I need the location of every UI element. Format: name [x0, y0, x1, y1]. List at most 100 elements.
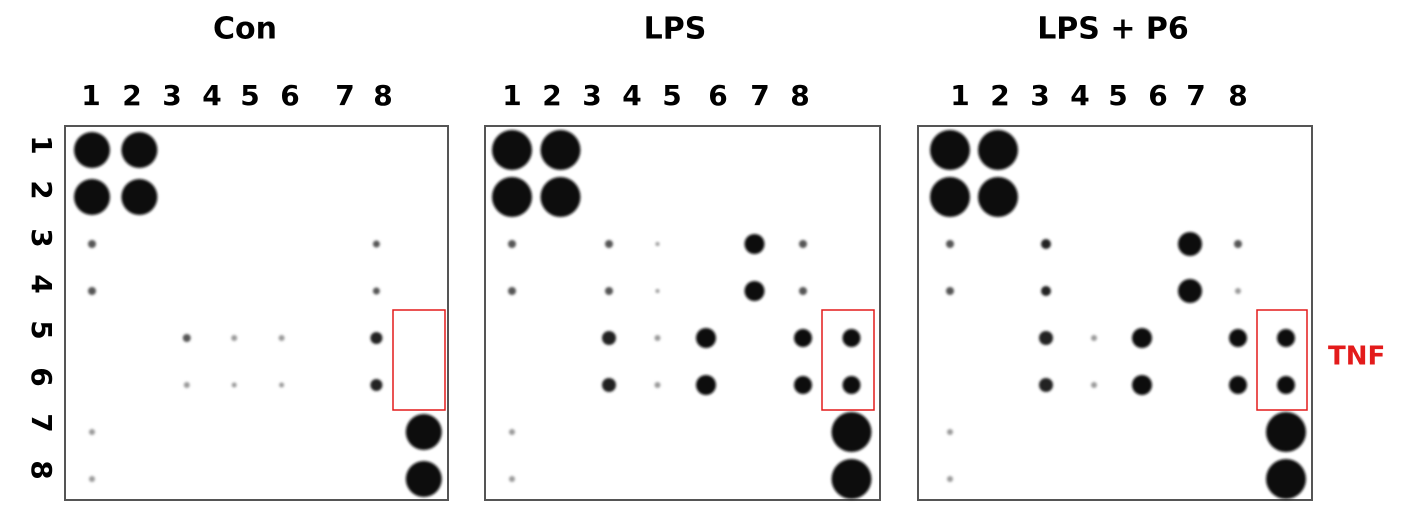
spot	[1277, 376, 1295, 394]
spot	[492, 130, 532, 170]
column-label: 3	[162, 79, 181, 112]
spot	[1229, 329, 1247, 347]
spot	[1266, 459, 1306, 499]
spot	[799, 240, 807, 248]
column-label: 3	[1030, 79, 1049, 112]
row-label: 8	[25, 460, 58, 479]
spot	[406, 414, 442, 450]
spot	[602, 331, 616, 345]
spot	[930, 130, 970, 170]
column-label: 8	[790, 79, 809, 112]
column-label: 1	[81, 79, 100, 112]
column-label: 4	[1070, 79, 1089, 112]
spot	[832, 412, 872, 452]
spot	[696, 375, 716, 395]
spot	[745, 234, 765, 254]
blot-frame	[485, 126, 880, 500]
spot	[656, 242, 660, 246]
spot	[978, 130, 1018, 170]
spot	[370, 332, 382, 344]
spot	[799, 287, 807, 295]
column-label: 1	[502, 79, 521, 112]
spot	[508, 287, 516, 295]
spot	[655, 335, 661, 341]
column-label: 4	[622, 79, 641, 112]
column-label: 7	[1186, 79, 1205, 112]
column-label: 2	[122, 79, 141, 112]
spot	[541, 177, 581, 217]
spot	[605, 287, 613, 295]
column-label: 5	[240, 79, 259, 112]
column-label: 2	[542, 79, 561, 112]
column-label: 7	[335, 79, 354, 112]
spot	[1277, 329, 1295, 347]
row-label: 2	[25, 180, 58, 199]
annotation: TNF	[1328, 342, 1385, 372]
spot	[373, 241, 380, 248]
spot	[492, 177, 532, 217]
spot	[406, 461, 442, 497]
spot	[947, 429, 953, 435]
blot-frame	[918, 126, 1312, 500]
row-label: 3	[25, 228, 58, 247]
spot	[745, 281, 765, 301]
spot	[121, 179, 157, 215]
column-label: 4	[202, 79, 221, 112]
column-label: 1	[950, 79, 969, 112]
spot	[541, 130, 581, 170]
spot	[373, 288, 380, 295]
spot	[183, 334, 191, 342]
spot	[696, 328, 716, 348]
spot	[605, 240, 613, 248]
panel-title: LPS	[644, 12, 707, 47]
spot	[74, 179, 110, 215]
spot	[509, 476, 515, 482]
spot	[1229, 376, 1247, 394]
spot	[1039, 331, 1053, 345]
row-label: 7	[25, 413, 58, 432]
spot	[231, 335, 237, 341]
spot	[1132, 328, 1152, 348]
spot	[1234, 240, 1242, 248]
spot	[947, 476, 953, 482]
spot	[1178, 279, 1202, 303]
column-label: 2	[990, 79, 1009, 112]
figure: TNF Con12345678LPS12345678LPS + P6123456…	[0, 0, 1416, 508]
column-label: 8	[373, 79, 392, 112]
panel-title: LPS + P6	[1037, 12, 1189, 47]
row-label: 1	[25, 135, 58, 154]
spot	[1266, 412, 1306, 452]
row-label: 5	[25, 320, 58, 339]
panel-title: Con	[213, 12, 277, 47]
column-label: 3	[582, 79, 601, 112]
spot	[656, 289, 660, 293]
spot	[121, 132, 157, 168]
spot	[602, 378, 616, 392]
column-label: 5	[662, 79, 681, 112]
spot	[88, 287, 96, 295]
spot	[946, 287, 954, 295]
column-label: 6	[1148, 79, 1167, 112]
spot	[946, 240, 954, 248]
column-label: 6	[280, 79, 299, 112]
spot	[89, 429, 95, 435]
column-label: 7	[750, 79, 769, 112]
spot	[832, 459, 872, 499]
spot	[279, 383, 284, 388]
row-label: 4	[25, 274, 58, 293]
column-label: 5	[1108, 79, 1127, 112]
spot	[1235, 288, 1241, 294]
spot	[843, 329, 861, 347]
spot	[794, 329, 812, 347]
spot	[843, 376, 861, 394]
spot	[1178, 232, 1202, 256]
spot	[978, 177, 1018, 217]
spot	[279, 335, 285, 341]
spot	[74, 132, 110, 168]
blot-frame	[65, 126, 448, 500]
spot	[509, 429, 515, 435]
column-label: 6	[708, 79, 727, 112]
